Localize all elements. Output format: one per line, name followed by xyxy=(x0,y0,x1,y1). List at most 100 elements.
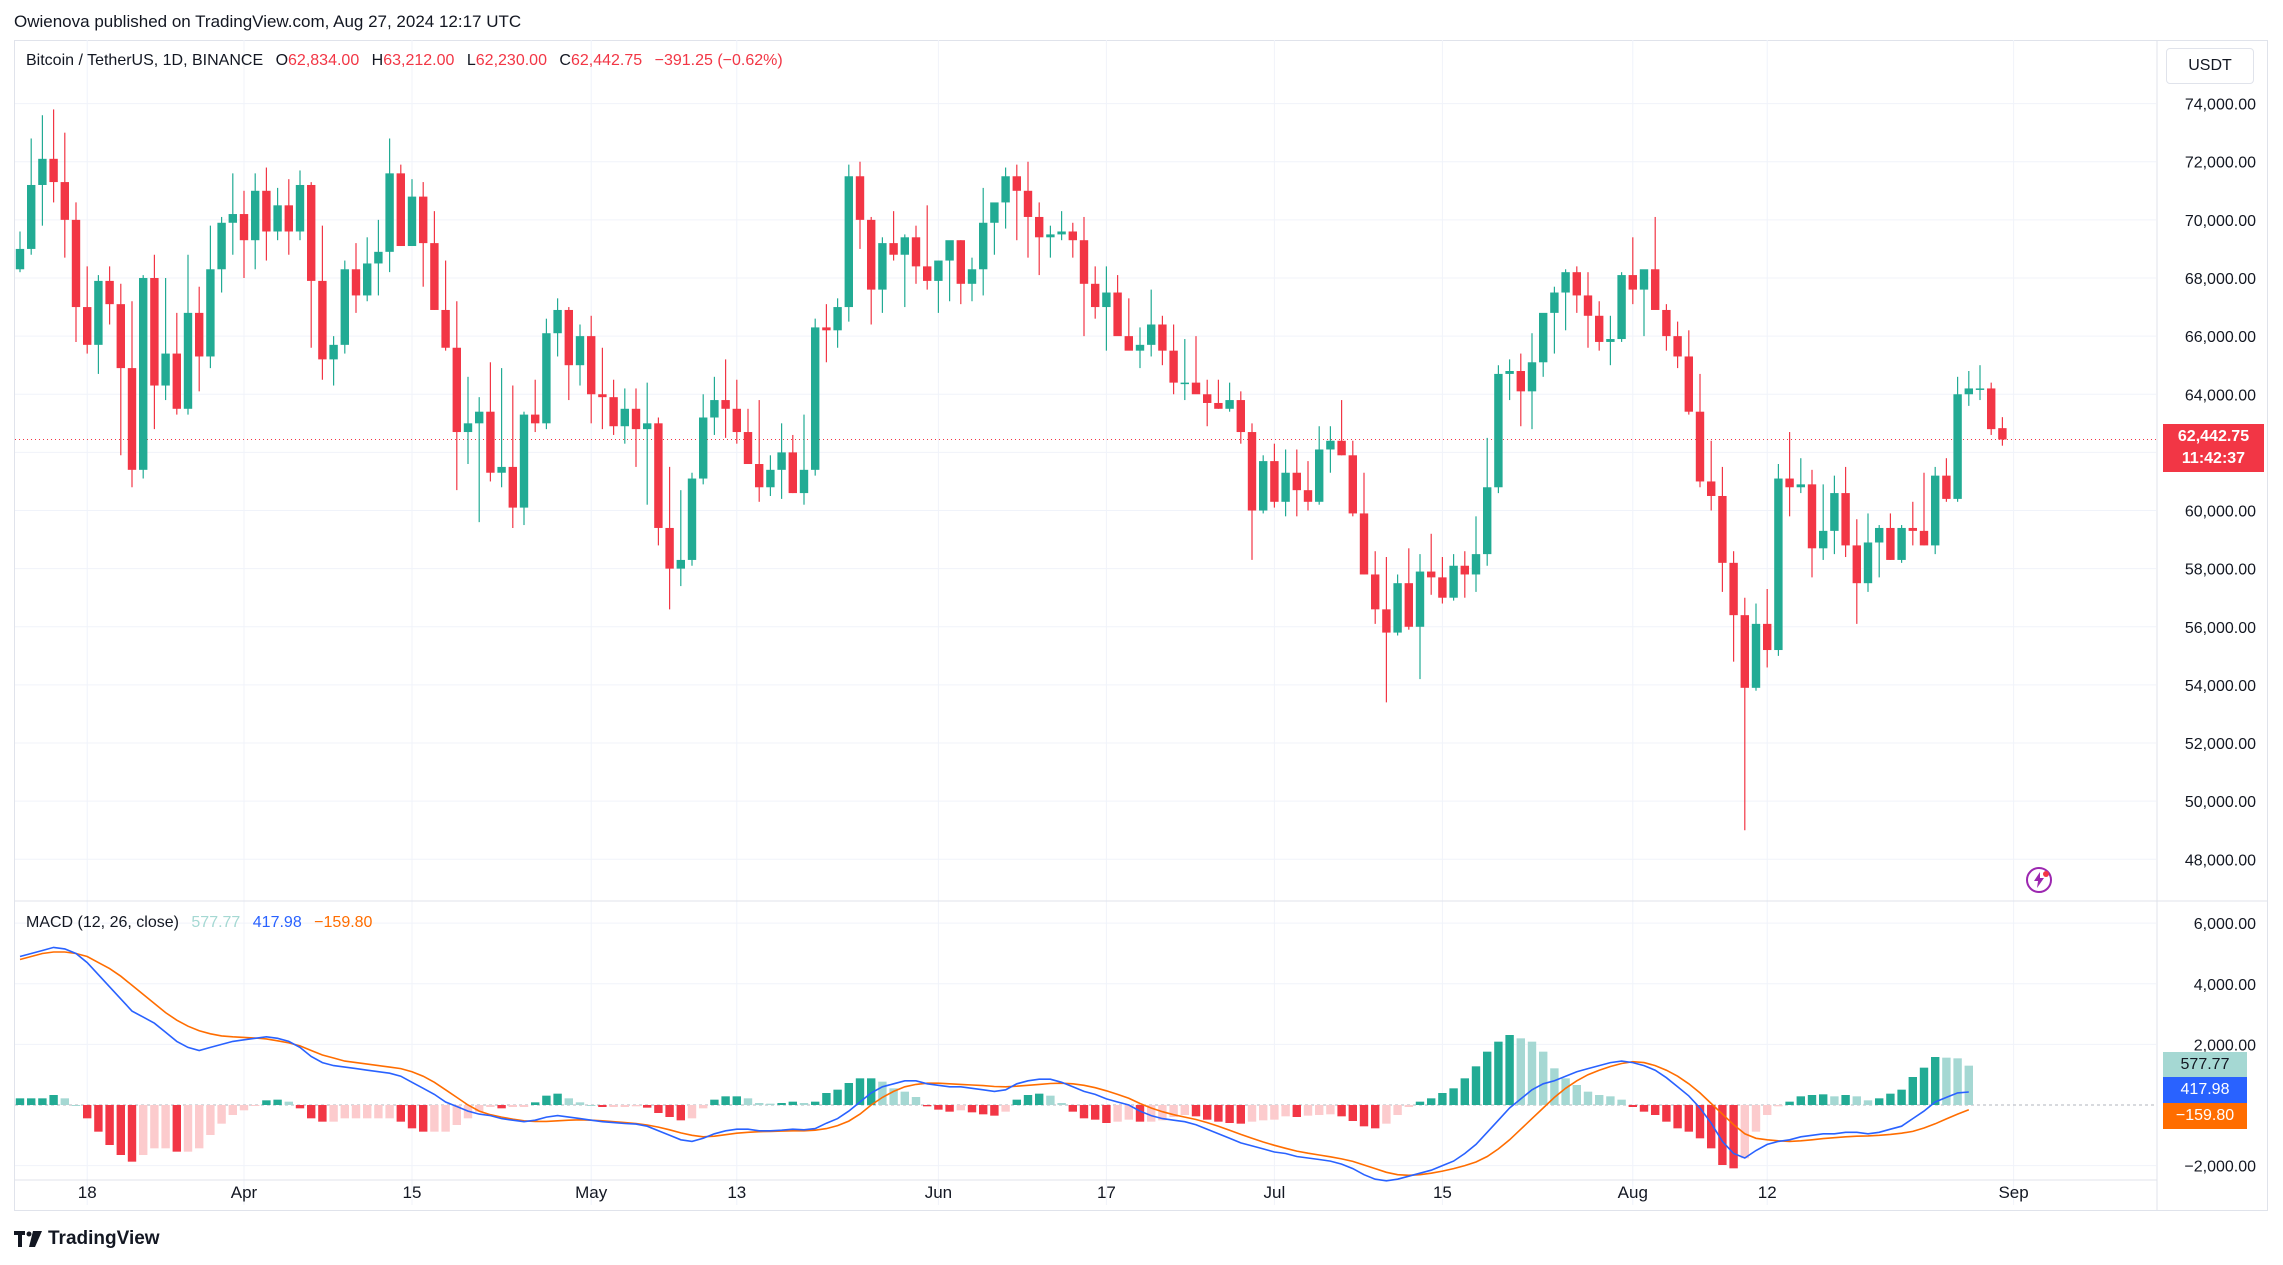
macd-histogram-bar xyxy=(430,1105,439,1132)
candle-body xyxy=(1740,615,1749,688)
candle-body xyxy=(676,559,685,569)
candle-body xyxy=(1180,382,1189,385)
macd-histogram-bar xyxy=(295,1105,305,1109)
macd-histogram-bar xyxy=(1035,1093,1044,1105)
macd-histogram-bar xyxy=(1796,1096,1805,1105)
macd-histogram-bar xyxy=(1807,1095,1817,1105)
candle-body xyxy=(631,408,641,430)
candle-body xyxy=(127,368,137,470)
price-tick-label: 48,000.00 xyxy=(2185,852,2256,869)
candle-body xyxy=(1841,493,1850,546)
macd-histogram-bar xyxy=(1449,1088,1458,1105)
time-tick-label: 15 xyxy=(1433,1183,1452,1202)
price-tick-label: 72,000.00 xyxy=(2185,155,2256,172)
candle-body xyxy=(430,243,439,310)
candle-body xyxy=(38,158,47,185)
candle-body xyxy=(251,190,260,241)
macd-histogram-bar xyxy=(1147,1105,1156,1122)
tradingview-logo[interactable]: TradingView xyxy=(14,1228,160,1250)
macd-signal-value: −159.80 xyxy=(314,914,373,931)
macd-histogram-bar xyxy=(38,1098,47,1105)
macd-histogram-bar xyxy=(195,1105,204,1149)
candle-body xyxy=(1987,388,1996,430)
macd-histogram-bar xyxy=(15,1098,25,1105)
macd-title[interactable]: MACD (12, 26, close) xyxy=(26,914,179,931)
macd-histogram-bar xyxy=(531,1102,540,1105)
macd-histogram-bar xyxy=(710,1099,719,1105)
candle-body xyxy=(206,269,215,357)
candle-body xyxy=(1315,449,1324,502)
candle-body xyxy=(105,280,114,305)
macd-histogram-bar xyxy=(452,1105,461,1125)
price-tick-label: 70,000.00 xyxy=(2185,213,2256,230)
high-label: H xyxy=(371,52,384,69)
macd-histogram-bar xyxy=(1886,1093,1895,1105)
open-value: 62,834.00 xyxy=(288,52,360,69)
candlestick-series xyxy=(15,109,2007,831)
candle-body xyxy=(1908,527,1917,531)
macd-histogram-bar xyxy=(1281,1105,1290,1117)
macd-histogram-bar xyxy=(116,1105,125,1155)
macd-histogram-bar xyxy=(665,1105,674,1117)
candle-body xyxy=(239,214,249,241)
candle-body xyxy=(575,336,585,366)
symbol-title[interactable]: Bitcoin / TetherUS, 1D, BINANCE xyxy=(26,52,264,69)
macd-histogram-bar xyxy=(172,1105,181,1152)
candle-body xyxy=(1819,530,1828,549)
macd-histogram-bar xyxy=(284,1101,293,1105)
candle-body xyxy=(1415,571,1425,627)
candle-body xyxy=(889,243,898,255)
candle-body xyxy=(1023,190,1033,217)
macd-histogram-bar xyxy=(1785,1101,1794,1105)
candle-body xyxy=(1785,478,1794,488)
macd-histogram-bar xyxy=(1651,1105,1660,1115)
candle-body xyxy=(351,269,361,296)
candle-body xyxy=(1718,495,1727,563)
macd-histogram-bar xyxy=(699,1105,708,1109)
macd-histogram-bar xyxy=(1718,1105,1727,1165)
candle-body xyxy=(1124,336,1133,351)
candle-body xyxy=(1931,475,1940,546)
price-tick-label: 68,000.00 xyxy=(2185,271,2256,288)
candle-body xyxy=(844,176,853,308)
macd-histogram-bar xyxy=(979,1105,988,1115)
candle-body xyxy=(497,466,506,473)
time-tick-label: Aug xyxy=(1618,1183,1648,1202)
candle-body xyxy=(1796,484,1805,488)
macd-line xyxy=(19,946,1969,1182)
macd-histogram-bar xyxy=(71,1105,81,1106)
candle-body xyxy=(385,173,394,252)
candle-body xyxy=(1505,371,1514,374)
macd-histogram-bar xyxy=(1303,1105,1313,1116)
candle-body xyxy=(1527,362,1537,392)
candle-body xyxy=(867,219,876,290)
macd-line-value: 417.98 xyxy=(252,914,302,931)
macd-histogram-bar xyxy=(351,1105,361,1119)
candle-body xyxy=(1427,571,1436,578)
candle-body xyxy=(1662,309,1671,337)
macd-signal-tag: −159.80 xyxy=(2163,1103,2247,1129)
currency-button[interactable]: USDT xyxy=(2166,48,2254,84)
macd-histogram-bar xyxy=(27,1098,36,1105)
candle-body xyxy=(1483,487,1492,555)
macd-histogram-bar xyxy=(564,1098,573,1105)
macd-signal-line xyxy=(19,951,1970,1177)
macd-histogram-bar xyxy=(833,1089,842,1105)
candle-body xyxy=(777,452,786,470)
time-tick-label: Sep xyxy=(1998,1183,2028,1202)
candle-body xyxy=(1449,565,1458,598)
macd-histogram-bar xyxy=(990,1105,999,1116)
candle-body xyxy=(564,309,573,366)
macd-histogram-bar xyxy=(1460,1078,1469,1105)
macd-histogram-bar xyxy=(1684,1105,1693,1132)
price-tick-label: 60,000.00 xyxy=(2185,504,2256,521)
macd-histogram-bar xyxy=(1404,1105,1413,1107)
candle-body xyxy=(1236,400,1245,433)
macd-histogram-bar xyxy=(1852,1096,1861,1105)
macd-histogram-bar xyxy=(766,1103,775,1105)
candle-body xyxy=(1684,356,1693,412)
flash-icon[interactable] xyxy=(2024,865,2054,895)
macd-histogram-bar xyxy=(1270,1105,1279,1120)
candle-body xyxy=(743,432,753,465)
